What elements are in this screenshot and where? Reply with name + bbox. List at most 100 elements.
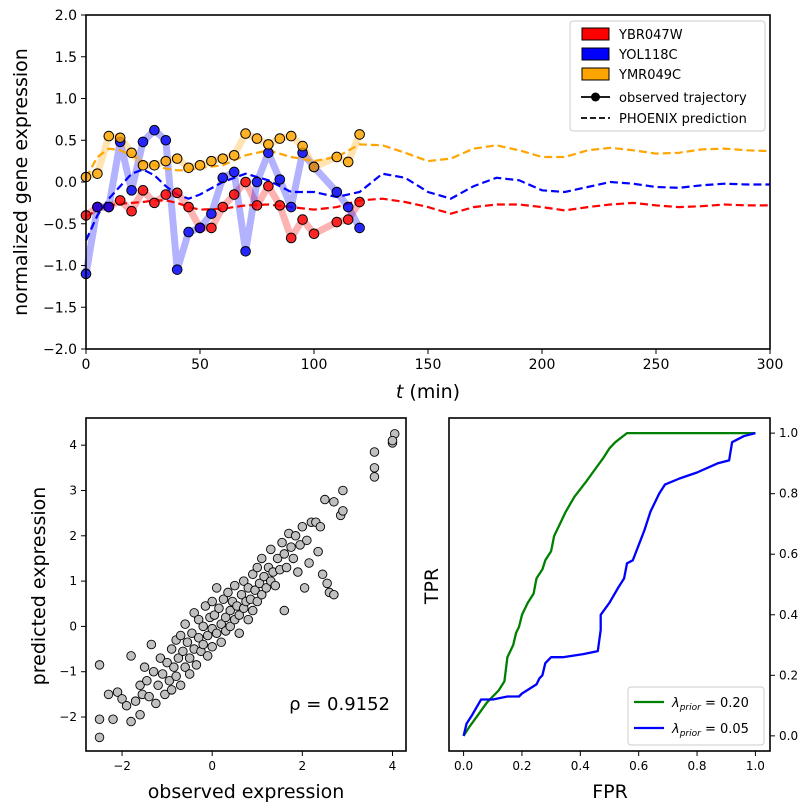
scatter-point — [261, 583, 272, 593]
top-y-ticks: 2.0 1.5 1.0 0.5 0.0 −0.5 −1.0 −1.5 −2.0 — [43, 8, 86, 358]
scatter-point — [234, 628, 244, 638]
observed-point-yol118c — [342, 201, 354, 213]
scatter-point — [139, 662, 150, 672]
scatter-point — [338, 485, 348, 496]
roc-x-tick-label: 1.0 — [746, 759, 765, 773]
observed-point-yol118c — [183, 226, 194, 238]
scatter-point — [295, 540, 305, 550]
scatter-point — [175, 680, 186, 691]
scatter-point — [180, 662, 190, 672]
scatter-point — [193, 632, 204, 643]
observed-point-yol118c — [92, 201, 103, 213]
observed-point-ymr049c — [228, 149, 240, 161]
scatter-point — [202, 630, 213, 641]
scatter-point — [157, 669, 168, 679]
top-legend: YBR047W YOL118C YMR049C observed traject… — [569, 20, 766, 132]
roc-x-ticks: 0.0 0.2 0.4 0.6 0.8 1.0 — [454, 751, 765, 773]
scatter-y-tick-label: 4 — [69, 438, 77, 452]
scatter-point — [293, 567, 303, 577]
top-y-tick-label: 0.0 — [55, 175, 77, 191]
scatter-point — [290, 531, 301, 541]
observed-point-ymr049c — [114, 132, 126, 144]
top-x-tick-label: 50 — [191, 357, 209, 373]
scatter-point — [94, 660, 105, 670]
scatter-point — [202, 651, 213, 661]
scatter-point — [207, 642, 217, 652]
scatter-point — [94, 714, 105, 725]
scatter-point — [178, 646, 188, 657]
scatter-x-tick-label: 4 — [389, 759, 397, 773]
scatter-point — [191, 660, 202, 670]
scatter-point — [166, 685, 177, 695]
legend-label-observed: observed trajectory — [619, 91, 747, 106]
scatter-point — [252, 596, 263, 607]
scatter-point — [200, 601, 211, 611]
scatter-point — [279, 605, 290, 616]
top-y-tick-label: −1.5 — [43, 300, 77, 316]
top-x-ticks: 0 50 100 150 200 250 300 — [82, 349, 783, 373]
observed-point-yol118c — [206, 208, 217, 220]
observed-point-yol118c — [274, 174, 286, 185]
observed-point-yol118c — [331, 186, 343, 198]
observed-point-ymr049c — [285, 130, 297, 142]
observed-point-ybr047w — [342, 214, 354, 225]
observed-point-yol118c — [194, 222, 206, 234]
legend-label-ymr049c: YMR049C — [618, 68, 681, 83]
scatter-point — [193, 614, 204, 625]
scatter-point — [257, 589, 267, 600]
observed-point-yol118c — [217, 172, 229, 184]
observed-point-ybr047w — [228, 189, 240, 200]
scatter-point — [238, 576, 249, 586]
scatter-point — [322, 578, 332, 589]
scatter-point — [103, 689, 114, 700]
observed-point-ybr047w — [297, 214, 308, 225]
observed-point-yol118c — [251, 176, 263, 188]
observed-point-ymr049c — [149, 160, 160, 171]
scatter-point — [162, 657, 172, 668]
scatter-y-tick-label: −2 — [59, 710, 77, 724]
observed-point-ybr047w — [114, 195, 126, 206]
scatter-point — [94, 732, 105, 743]
roc-y-tick-label: 0.4 — [779, 608, 798, 622]
scatter-point — [236, 589, 247, 600]
roc-x-tick-label: 0.0 — [454, 759, 473, 773]
observed-point-ymr049c — [342, 156, 354, 168]
scatter-point — [112, 687, 123, 697]
scatter-point — [126, 651, 136, 661]
observed-point-ymr049c — [217, 153, 229, 164]
scatter-point — [189, 608, 199, 618]
scatter-point — [171, 671, 181, 681]
scatter-point — [279, 549, 290, 559]
observed-point-ymr049c — [274, 133, 286, 144]
roc-x-tick-label: 0.8 — [687, 759, 706, 773]
scatter-point — [182, 637, 193, 648]
scatter-x-tick-label: 0 — [208, 759, 216, 773]
scatter-point — [220, 612, 231, 623]
scatter-point — [184, 669, 195, 679]
roc-y-tick-label: 0.2 — [779, 668, 798, 682]
scatter-point — [270, 580, 281, 591]
observed-point-ybr047w — [308, 228, 320, 240]
scatter-x-axis-label: observed expression — [148, 781, 345, 803]
roc-y-tick-label: 0.0 — [779, 729, 798, 743]
roc-curve-lambda-005 — [462, 431, 756, 737]
scatter-y-tick-label: −1 — [59, 665, 77, 679]
observed-point-yol118c — [160, 134, 172, 146]
scatter-point — [142, 676, 152, 686]
observed-point-yol118c — [126, 185, 137, 196]
observed-point-ymr049c — [103, 130, 115, 142]
roc-x-tick-label: 0.4 — [571, 759, 590, 773]
scatter-x-tick-label: 2 — [299, 759, 307, 773]
prediction-line-yol118c — [84, 168, 770, 241]
observed-point-ymr049c — [126, 147, 137, 159]
prediction-line-ybr047w — [85, 197, 770, 219]
scatter-y-tick-label: 2 — [69, 529, 77, 543]
scatter-point — [146, 639, 157, 650]
scatter-point — [250, 585, 260, 595]
top-y-tick-label: −2.0 — [43, 342, 77, 358]
top-y-tick-label: 1.5 — [55, 50, 77, 66]
scatter-point — [198, 639, 208, 650]
observed-point-ybr047w — [217, 201, 229, 213]
legend-label-ybr047w: YBR047W — [618, 28, 683, 43]
roc-y-tick-label: 1.0 — [779, 426, 798, 440]
